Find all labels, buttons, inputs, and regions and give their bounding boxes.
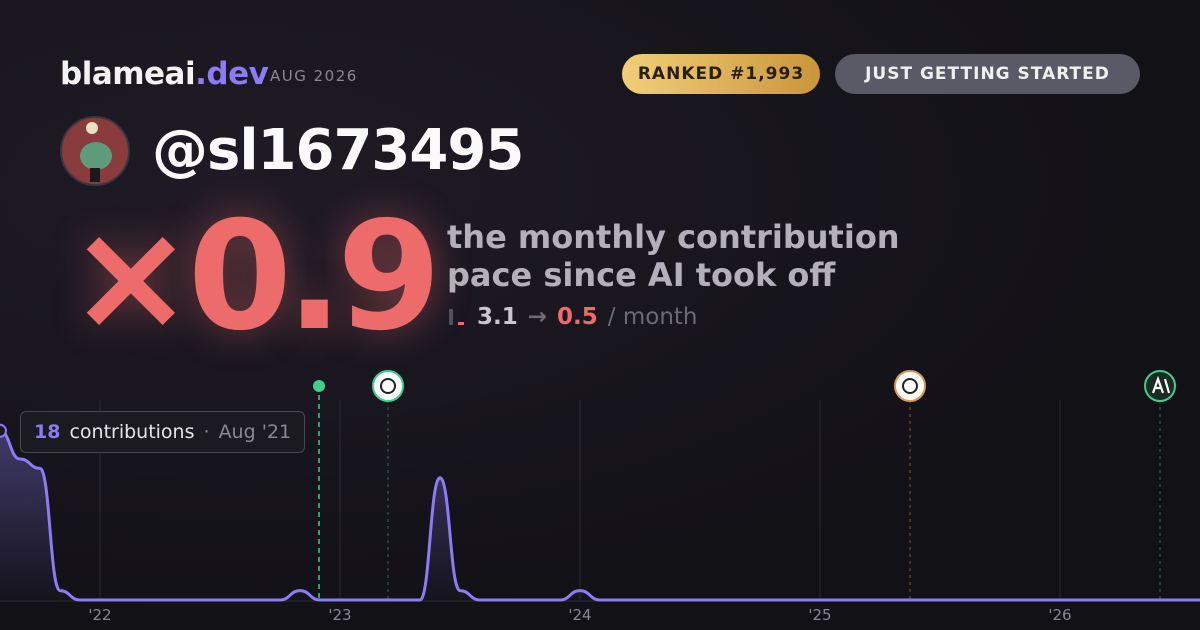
tooltip-value: 18 [34,421,61,443]
events [313,370,1176,600]
pace-icon [449,309,464,325]
x-tick-label: '23 [328,606,351,624]
pace-stats: 3.1 → 0.5 / month [447,304,698,330]
hover-point [0,423,7,438]
pace-before: 3.1 [477,304,518,330]
x-tick-label: '25 [808,606,831,624]
rank-badge: RANKED #1,993 [622,54,820,94]
handle: @sl1673495 [152,118,524,183]
pace-after: 0.5 [557,304,598,330]
x-tick-label: '24 [568,606,591,624]
brand-tld: .dev [195,56,269,92]
caption: the monthly contribution [447,218,900,256]
x-tick-label: '26 [1048,606,1071,624]
tooltip-unit: contributions [69,421,195,443]
brand-name: blameai [60,56,196,92]
pace-unit: / month [607,304,698,330]
multiplier: ×0.9 [68,190,441,364]
chart: '22 '23 '24 '25 '26 [0,370,1200,624]
line [0,429,1200,602]
area [0,430,1200,600]
avatar [60,116,130,186]
caption: pace since AI took off [447,256,836,294]
tooltip: 18 contributions · Aug '21 [20,411,306,453]
brand: blameai.dev [60,56,269,92]
separator: · [203,421,210,443]
tooltip-date: Aug '21 [218,421,292,443]
arrow: → [527,304,548,330]
x-tick-label: '22 [88,606,111,624]
level-badge: JUST GETTING STARTED [835,54,1140,94]
period: AUG 2026 [270,67,358,85]
